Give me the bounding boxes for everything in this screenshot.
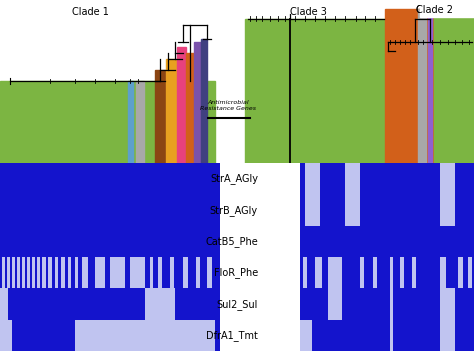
Text: FloR_Phe: FloR_Phe <box>214 267 258 278</box>
Bar <box>166 59 177 163</box>
Text: DfrA1_Tmt: DfrA1_Tmt <box>206 330 258 341</box>
Bar <box>245 19 385 163</box>
Text: Clade 1: Clade 1 <box>72 7 109 16</box>
Bar <box>136 81 144 163</box>
Bar <box>418 9 426 163</box>
Text: Clade 2: Clade 2 <box>417 5 454 15</box>
Text: StrA_AGly: StrA_AGly <box>210 173 258 184</box>
Bar <box>186 53 194 163</box>
Text: StrB_AGly: StrB_AGly <box>210 205 258 216</box>
Text: Antimicrobial
Resistance Genes: Antimicrobial Resistance Genes <box>200 100 256 111</box>
Bar <box>428 9 432 163</box>
Text: CatB5_Phe: CatB5_Phe <box>205 236 258 247</box>
Bar <box>0 81 215 163</box>
Bar <box>177 47 186 163</box>
Bar <box>194 42 201 163</box>
Bar <box>155 70 166 163</box>
Bar <box>128 81 133 163</box>
Text: Sul2_Sul: Sul2_Sul <box>217 299 258 310</box>
Bar <box>420 4 474 17</box>
Text: Clade 2: Clade 2 <box>417 5 454 15</box>
Bar <box>434 9 474 163</box>
Bar <box>385 9 474 163</box>
Bar <box>201 39 207 163</box>
Text: Clade 3: Clade 3 <box>290 7 327 16</box>
